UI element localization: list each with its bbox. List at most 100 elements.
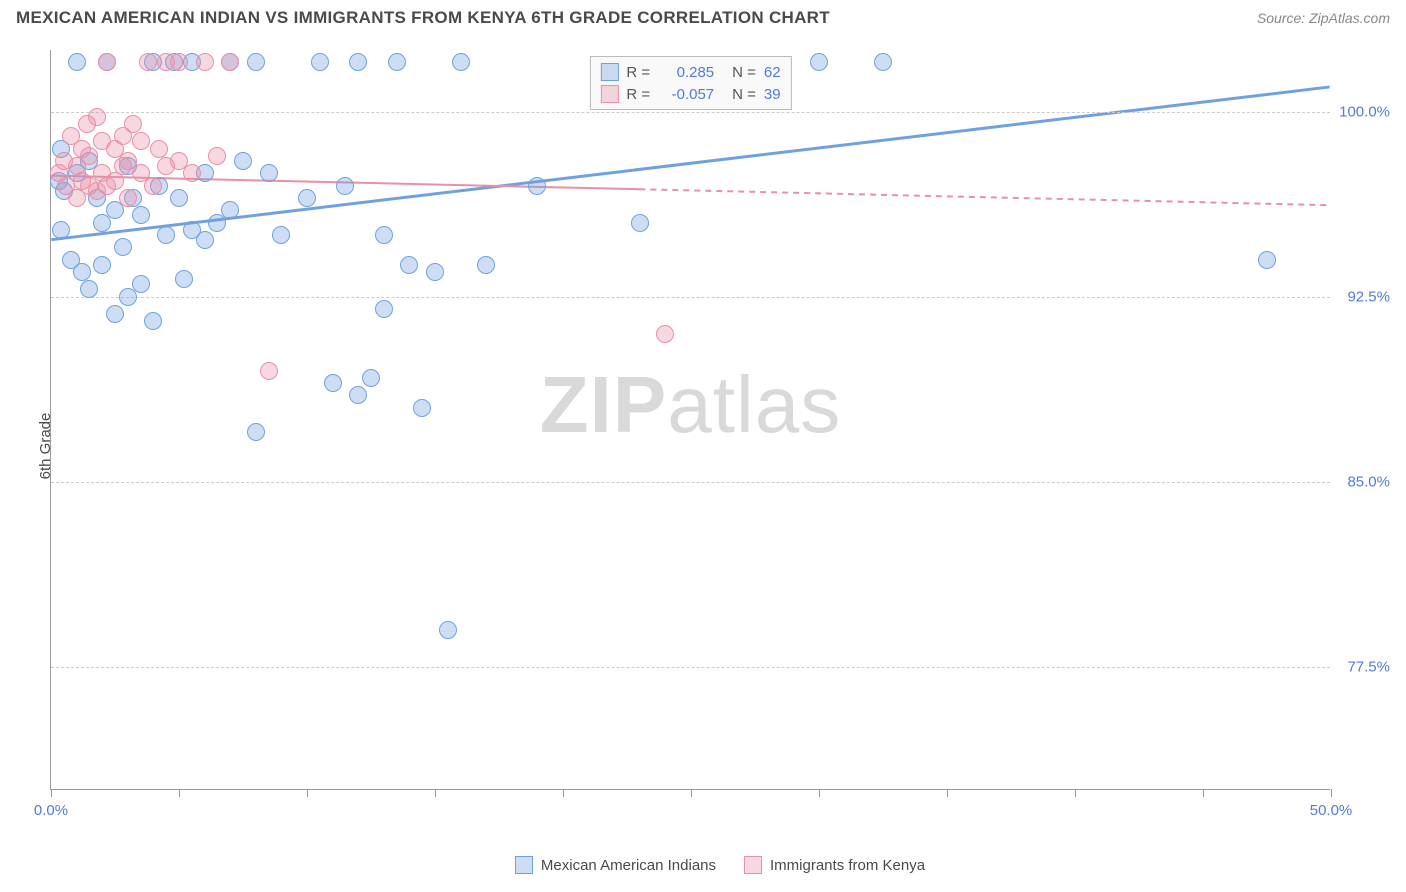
series-legend-label: Mexican American Indians bbox=[541, 857, 716, 874]
series-legend: Mexican American Indians Immigrants from … bbox=[50, 856, 1390, 874]
x-tick bbox=[1203, 789, 1204, 797]
series-legend-label: Immigrants from Kenya bbox=[770, 857, 925, 874]
data-point bbox=[260, 362, 278, 380]
correlation-legend-row: R =-0.057N =39 bbox=[600, 83, 780, 105]
y-tick-label: 92.5% bbox=[1347, 288, 1390, 305]
data-point bbox=[73, 263, 91, 281]
data-point bbox=[298, 189, 316, 207]
y-tick-label: 85.0% bbox=[1347, 473, 1390, 490]
data-point bbox=[221, 53, 239, 71]
scatter-plot: ZIPatlas R =0.285N =62R =-0.057N =39 77.… bbox=[50, 50, 1330, 790]
data-point bbox=[477, 256, 495, 274]
data-point bbox=[183, 164, 201, 182]
data-point bbox=[88, 108, 106, 126]
data-point bbox=[68, 53, 86, 71]
x-tick bbox=[435, 789, 436, 797]
data-point bbox=[132, 132, 150, 150]
data-point bbox=[349, 386, 367, 404]
x-tick-label: 0.0% bbox=[34, 802, 68, 819]
data-point bbox=[439, 621, 457, 639]
data-point bbox=[132, 206, 150, 224]
data-point bbox=[106, 305, 124, 323]
r-value: -0.057 bbox=[658, 86, 714, 103]
data-point bbox=[234, 152, 252, 170]
data-point bbox=[247, 423, 265, 441]
gridline bbox=[51, 112, 1330, 113]
x-tick-label: 50.0% bbox=[1310, 802, 1353, 819]
data-point bbox=[272, 226, 290, 244]
data-point bbox=[114, 238, 132, 256]
data-point bbox=[528, 177, 546, 195]
data-point bbox=[388, 53, 406, 71]
data-point bbox=[93, 256, 111, 274]
gridline bbox=[51, 667, 1330, 668]
data-point bbox=[324, 374, 342, 392]
data-point bbox=[132, 275, 150, 293]
data-point bbox=[349, 53, 367, 71]
data-point bbox=[375, 226, 393, 244]
x-tick bbox=[179, 789, 180, 797]
data-point bbox=[362, 369, 380, 387]
data-point bbox=[52, 221, 70, 239]
data-point bbox=[157, 226, 175, 244]
data-point bbox=[208, 147, 226, 165]
data-point bbox=[124, 115, 142, 133]
n-value: 39 bbox=[764, 86, 781, 103]
data-point bbox=[452, 53, 470, 71]
data-point bbox=[80, 147, 98, 165]
n-value: 62 bbox=[764, 64, 781, 81]
correlation-legend: R = 0.285 N = 62R = -0.057 N = 39 bbox=[589, 56, 791, 110]
legend-swatch bbox=[600, 85, 618, 103]
data-point bbox=[413, 399, 431, 417]
data-point bbox=[175, 270, 193, 288]
data-point bbox=[311, 53, 329, 71]
n-label: N = bbox=[732, 86, 756, 103]
r-label: R = bbox=[626, 64, 650, 81]
data-point bbox=[260, 164, 278, 182]
watermark-light: atlas bbox=[667, 360, 841, 449]
data-point bbox=[810, 53, 828, 71]
data-point bbox=[656, 325, 674, 343]
gridline bbox=[51, 482, 1330, 483]
data-point bbox=[426, 263, 444, 281]
x-tick bbox=[1331, 789, 1332, 797]
r-value: 0.285 bbox=[658, 64, 714, 81]
gridline bbox=[51, 297, 1330, 298]
source-attribution: Source: ZipAtlas.com bbox=[1257, 10, 1390, 26]
data-point bbox=[144, 312, 162, 330]
data-point bbox=[119, 189, 137, 207]
header: MEXICAN AMERICAN INDIAN VS IMMIGRANTS FR… bbox=[0, 0, 1406, 32]
data-point bbox=[144, 177, 162, 195]
x-tick bbox=[691, 789, 692, 797]
watermark: ZIPatlas bbox=[540, 359, 841, 451]
data-point bbox=[400, 256, 418, 274]
x-tick bbox=[563, 789, 564, 797]
correlation-legend-row: R = 0.285 N = 62 bbox=[600, 61, 780, 83]
watermark-bold: ZIP bbox=[540, 360, 667, 449]
y-tick-label: 77.5% bbox=[1347, 658, 1390, 675]
data-point bbox=[150, 140, 168, 158]
data-point bbox=[1258, 251, 1276, 269]
chart-title: MEXICAN AMERICAN INDIAN VS IMMIGRANTS FR… bbox=[16, 8, 830, 28]
chart-container: ZIPatlas R = 0.285 N = 62R = -0.057 N = 39 77.… bbox=[50, 50, 1390, 840]
legend-swatch bbox=[515, 856, 533, 874]
data-point bbox=[196, 231, 214, 249]
x-tick bbox=[51, 789, 52, 797]
data-point bbox=[170, 53, 188, 71]
x-tick bbox=[307, 789, 308, 797]
data-point bbox=[170, 189, 188, 207]
data-point bbox=[375, 300, 393, 318]
series-legend-item: Immigrants from Kenya bbox=[744, 856, 925, 874]
legend-swatch bbox=[600, 63, 618, 81]
data-point bbox=[139, 53, 157, 71]
data-point bbox=[98, 53, 116, 71]
data-point bbox=[874, 53, 892, 71]
n-label: N = bbox=[732, 64, 756, 81]
data-point bbox=[196, 53, 214, 71]
x-tick bbox=[819, 789, 820, 797]
data-point bbox=[336, 177, 354, 195]
legend-swatch bbox=[744, 856, 762, 874]
x-tick bbox=[1075, 789, 1076, 797]
data-point bbox=[80, 280, 98, 298]
data-point bbox=[631, 214, 649, 232]
